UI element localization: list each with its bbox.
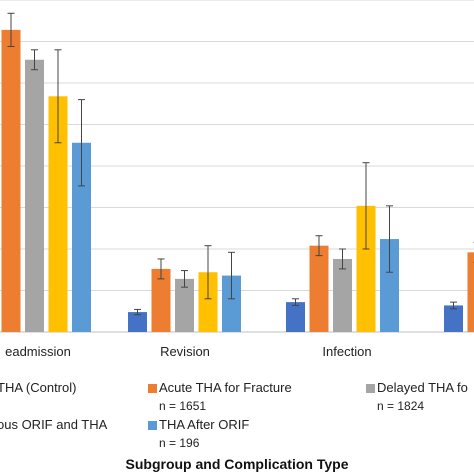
legend-label: Acute THA for Fracture [159,380,292,395]
bar [25,59,44,332]
legend-label: Delayed THA fo [377,380,468,395]
bar [48,96,68,332]
legend-swatch [148,384,157,393]
legend-n-count: n = 196 [159,436,200,450]
bar [151,268,171,332]
legend-label: THA (Control) [0,380,77,395]
x-axis-title: Subgroup and Complication Type [125,456,349,472]
bar [1,29,21,332]
legend-n-count: n = 1651 [159,399,207,413]
x-tick-labels: eadmission Revision Infection [5,344,371,359]
bar [444,305,463,332]
bars [1,29,474,332]
error-bars [7,12,474,316]
bar [380,239,399,332]
bar [356,205,376,332]
bar [286,302,305,332]
bar [72,142,91,332]
legend-n-count: n = 1824 [377,399,425,413]
x-tick-label: Infection [322,344,371,359]
legend-label: ous ORIF and THA [0,417,108,432]
legend-label: THA After ORIF [159,417,250,432]
bar [309,245,329,332]
x-tick-label: Revision [160,344,210,359]
bar [467,252,474,332]
legend-swatch [366,384,375,393]
x-tick-label: eadmission [5,344,71,359]
bar [128,312,147,332]
legend-swatch [148,421,157,430]
bar [333,258,352,332]
bar [175,278,194,332]
bar [198,272,218,332]
bar [222,275,241,332]
